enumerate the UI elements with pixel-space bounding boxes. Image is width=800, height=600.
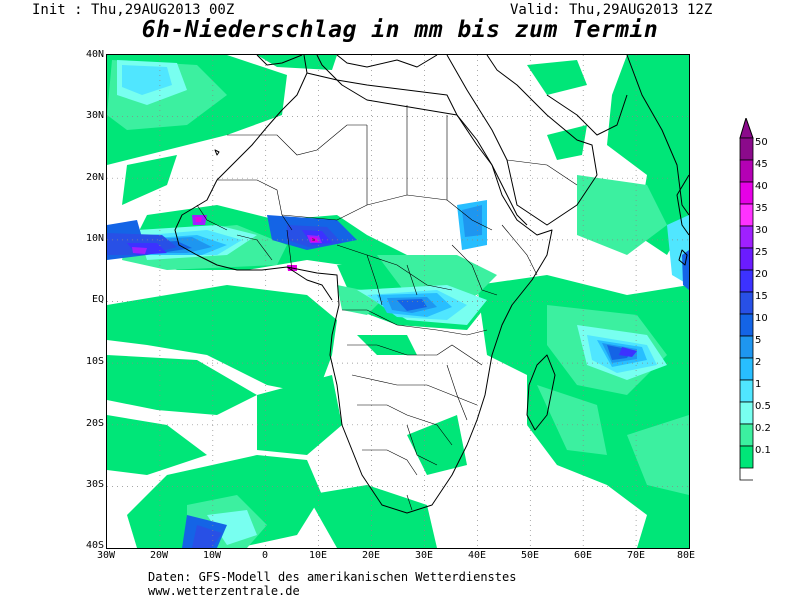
legend-label-0-5: 0.5 — [755, 401, 771, 412]
lat-label-40n: 40N — [85, 49, 104, 60]
lat-label-30n: 30N — [85, 110, 104, 121]
valid-time: Valid: Thu,29AUG2013 12Z — [510, 2, 713, 18]
legend-label-50: 50 — [755, 137, 768, 148]
lat-label-10n: 10N — [85, 233, 104, 244]
lon-label-10e: 10E — [308, 550, 328, 561]
country-borders — [196, 105, 578, 511]
lon-label-70e: 70E — [626, 550, 646, 561]
lon-label-60e: 60E — [573, 550, 593, 561]
legend-bar — [739, 118, 754, 481]
legend-label-25: 25 — [755, 247, 768, 258]
lon-label-0: 0 — [261, 550, 269, 561]
precip-field — [107, 55, 689, 548]
lat-label-40s: 40S — [85, 540, 104, 551]
precip-area-arabian-sea — [607, 55, 689, 255]
lon-label-50e: 50E — [520, 550, 540, 561]
lon-label-80e: 80E — [676, 550, 696, 561]
legend-label-40: 40 — [755, 181, 768, 192]
legend-label-20: 20 — [755, 269, 768, 280]
lat-label-20n: 20N — [85, 172, 104, 183]
legend-label-0-2: 0.2 — [755, 423, 771, 434]
lon-label-20e: 20E — [361, 550, 381, 561]
lon-label-10w: 10W — [202, 550, 222, 561]
legend-label-35: 35 — [755, 203, 768, 214]
africa-coastline — [174, 55, 553, 514]
legend-label-1: 1 — [755, 379, 762, 390]
lat-label-20s: 20S — [85, 418, 104, 429]
data-source-note: Daten: GFS-Modell des amerikanischen Wet… — [148, 570, 517, 584]
madagascar-coastline — [526, 354, 556, 431]
india-coastline — [626, 55, 689, 216]
lat-label-10s: 10S — [85, 356, 104, 367]
lat-label-eq: EQ — [91, 294, 104, 305]
precipitation-map — [106, 54, 690, 549]
lon-label-40e: 40E — [467, 550, 487, 561]
legend-label-5: 5 — [755, 335, 762, 346]
legend-label-2: 2 — [755, 357, 762, 368]
lat-lon-grid — [107, 55, 689, 548]
legend-label-30: 30 — [755, 225, 768, 236]
lon-label-30e: 30E — [414, 550, 434, 561]
legend-label-0-1: 0.1 — [755, 445, 771, 456]
lon-label-20w: 20W — [149, 550, 169, 561]
legend-label-45: 45 — [755, 159, 768, 170]
init-time: Init : Thu,29AUG2013 00Z — [32, 2, 235, 18]
map-title: 6h-Niederschlag in mm bis zum Termin — [141, 17, 659, 43]
lon-label-30w: 30W — [96, 550, 116, 561]
coastlines — [174, 55, 689, 514]
lat-label-30s: 30S — [85, 479, 104, 490]
website-link[interactable]: www.wetterzentrale.de — [148, 584, 300, 598]
legend-label-15: 15 — [755, 291, 768, 302]
arabia-coastline — [446, 55, 598, 226]
precip-area-tropical-atlantic — [107, 285, 337, 395]
legend-label-10: 10 — [755, 313, 768, 324]
precip-legend: 50 45 40 35 30 25 20 15 10 5 2 1 0.5 0.2… — [737, 118, 797, 488]
